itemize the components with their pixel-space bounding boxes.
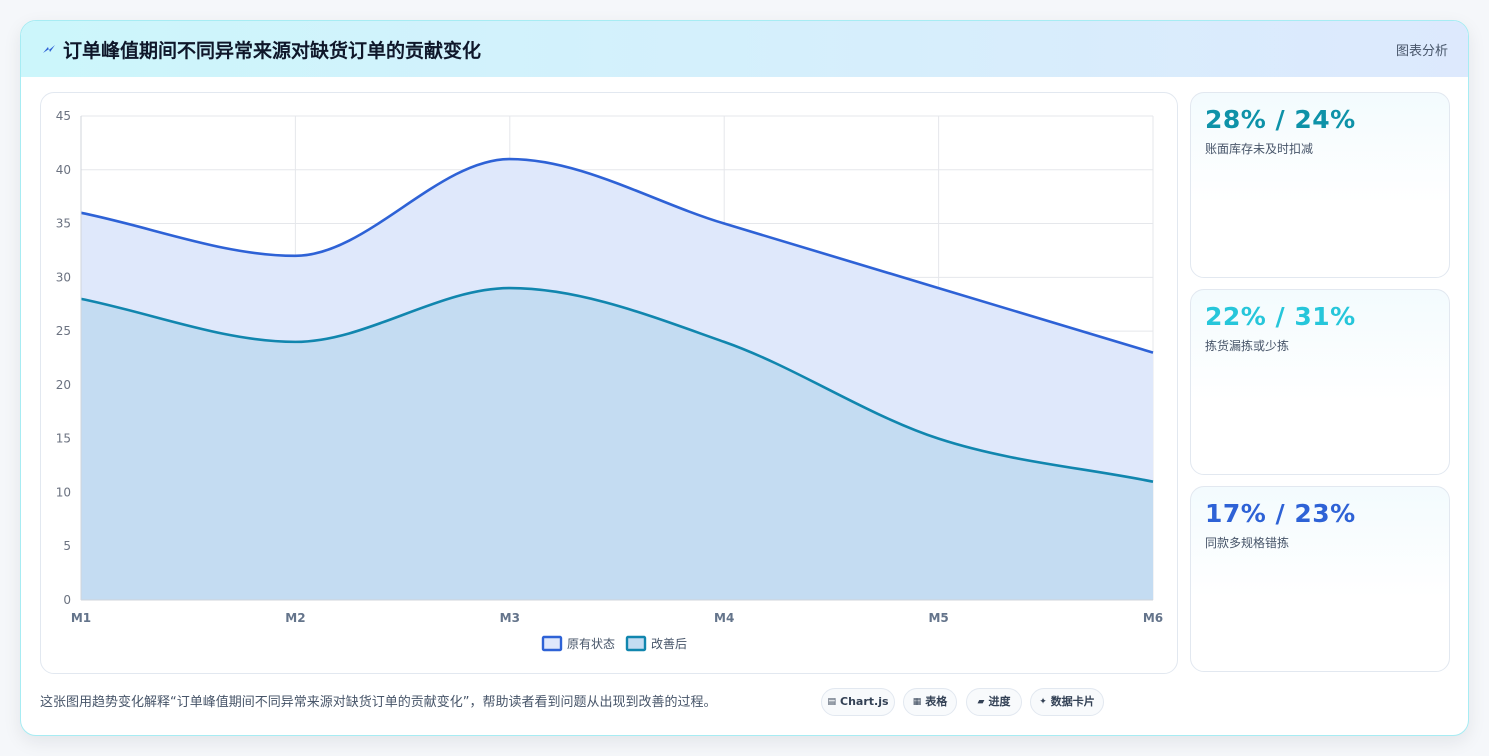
legend-label-1: 原有状态 <box>567 637 615 651</box>
kpi-label: 账面库存未及时扣减 <box>1205 142 1314 156</box>
chip-label: 进度 <box>988 695 1011 708</box>
chip-label: 数据卡片 <box>1050 695 1095 708</box>
chip-table[interactable]: ▦ 表格 <box>903 688 957 716</box>
legend-swatch-1 <box>541 635 563 652</box>
card-header: 订单峰值期间不同异常来源对缺货订单的贡献变化 图表分析 <box>21 21 1468 77</box>
x-tick-label: M1 <box>71 611 91 625</box>
x-tick-label: M2 <box>285 611 305 625</box>
sparkle-icon: ✦ <box>1039 697 1047 707</box>
y-tick-label: 20 <box>56 378 71 392</box>
y-tick-label: 15 <box>56 432 71 446</box>
x-tick-label: M3 <box>500 611 520 625</box>
series-area-2 <box>81 288 1153 600</box>
kpi-label: 同款多规格错拣 <box>1205 536 1290 550</box>
chart-card: 订单峰值期间不同异常来源对缺货订单的贡献变化 图表分析 0 5 10 15 20 25 30… <box>20 20 1469 736</box>
chip-chartjs[interactable]: ▤ Chart.js <box>821 688 895 716</box>
kpi-value: 17% / 23% <box>1205 499 1356 528</box>
chart-icon: ▤ <box>827 697 836 707</box>
chart-panel: 0 5 10 15 20 25 30 35 40 45 M1 M2 M3 M4 M5 M6 原有状态 改善后 <box>40 92 1178 674</box>
lightning-icon <box>43 45 55 53</box>
y-tick-label: 0 <box>63 593 71 607</box>
kpi-value: 28% / 24% <box>1205 105 1356 134</box>
y-tick-label: 40 <box>56 163 71 177</box>
series-line-2 <box>80 286 1154 483</box>
chart-description: 这张图用趋势变化解释“订单峰值期间不同异常来源对缺货订单的贡献变化”，帮助读者看… <box>40 695 717 710</box>
chip-data-card[interactable]: ✦ 数据卡片 <box>1030 688 1104 716</box>
chart-title: 订单峰值期间不同异常来源对缺货订单的贡献变化 <box>63 40 482 62</box>
chart-analysis-tag[interactable]: 图表分析 <box>1395 44 1448 59</box>
legend-swatch-2 <box>625 635 647 652</box>
kpi-label: 拣货漏拣或少拣 <box>1205 339 1290 353</box>
x-tick-label: M5 <box>928 611 948 625</box>
y-tick-label: 35 <box>56 217 71 231</box>
y-tick-label: 10 <box>56 485 71 499</box>
y-tick-label: 30 <box>56 270 71 284</box>
y-tick-label: 45 <box>56 109 71 123</box>
area-chart: 0 5 10 15 20 25 30 35 40 45 M1 M2 M3 M4 M5 M6 原有状态 改善后 <box>56 109 1163 652</box>
x-tick-label: M6 <box>1143 611 1163 625</box>
y-tick-label: 25 <box>56 324 71 338</box>
legend-label-2: 改善后 <box>651 636 687 651</box>
kpi-card-1: 28% / 24% 账面库存未及时扣减 <box>1190 92 1450 278</box>
y-tick-label: 5 <box>63 539 71 553</box>
x-tick-label: M4 <box>714 611 734 625</box>
chip-label: Chart.js <box>840 695 889 708</box>
chip-progress[interactable]: ▰ 进度 <box>966 688 1022 716</box>
kpi-card-2: 22% / 31% 拣货漏拣或少拣 <box>1190 289 1450 475</box>
kpi-value: 22% / 31% <box>1205 302 1356 331</box>
kpi-card-3: 17% / 23% 同款多规格错拣 <box>1190 486 1450 672</box>
chip-label: 表格 <box>925 695 948 708</box>
series-line-1 <box>80 157 1154 354</box>
progress-icon: ▰ <box>977 697 985 707</box>
table-icon: ▦ <box>912 697 922 707</box>
